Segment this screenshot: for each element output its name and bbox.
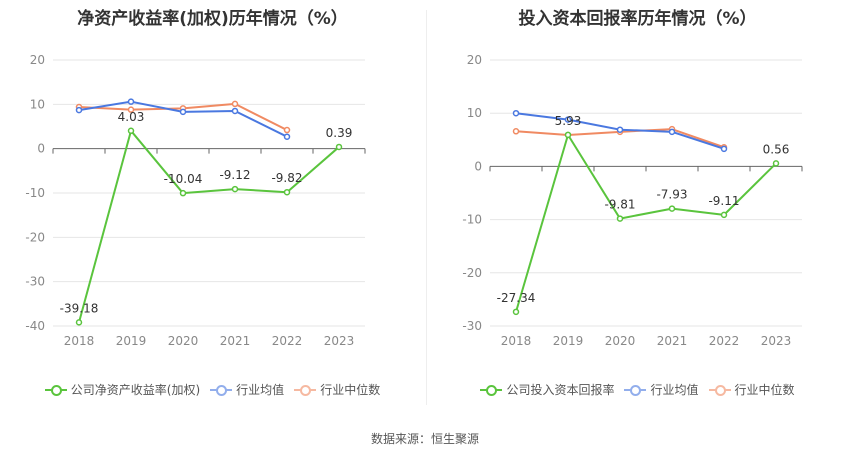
roic-x-tick-label: 2019	[553, 334, 584, 348]
roic-chart-legend: 公司投入资本回报率 行业均值 行业中位数	[425, 381, 850, 398]
roe-y-tick-label: 0	[37, 142, 45, 156]
roic-data-point[interactable]	[720, 145, 728, 153]
legend-label: 行业均值	[650, 383, 699, 397]
roe-x-tick-label: 2023	[324, 334, 355, 348]
roe-legend-item-1[interactable]: 行业均值	[210, 381, 284, 398]
roe-data-point[interactable]	[231, 107, 239, 115]
roic-data-point[interactable]	[564, 131, 572, 139]
roic-data-point[interactable]	[772, 160, 780, 167]
roe-legend-item-0[interactable]: 公司净资产收益率(加权)	[44, 381, 201, 398]
roe-x-tick-label: 2019	[116, 334, 147, 348]
roe-data-point[interactable]	[283, 126, 291, 134]
roic-data-label: -27.34	[497, 291, 536, 305]
roe-data-point[interactable]	[231, 185, 239, 193]
roe-data-label: -9.12	[219, 168, 250, 182]
roic-data-point[interactable]	[616, 126, 624, 133]
roic-x-tick-label: 2021	[657, 334, 688, 348]
roic-x-tick-label: 2020	[605, 334, 636, 348]
roe-data-point[interactable]	[231, 100, 239, 108]
roe-y-tick-label: -10	[25, 186, 45, 200]
roe-data-point[interactable]	[283, 133, 291, 140]
roic-y-tick-label: 20	[467, 53, 482, 67]
roic-data-point[interactable]	[668, 128, 676, 136]
roe-chart-panel: 净资产收益率(加权)历年情况（%） 20 10 0 -10 -20 -30 -40 2018 2…	[0, 0, 425, 420]
roic-data-label: -7.93	[656, 188, 687, 202]
roic-data-point[interactable]	[512, 128, 520, 135]
roe-data-point[interactable]	[127, 106, 135, 113]
roe-y-tick-label: -40	[25, 319, 45, 333]
roe-y-tick-label: -30	[25, 275, 45, 289]
legend-swatch-icon	[44, 383, 67, 397]
legend-label: 行业中位数	[734, 383, 795, 397]
roic-data-label: -9.11	[708, 194, 739, 208]
roe-data-label: 4.03	[118, 110, 145, 124]
roe-x-tick-label: 2021	[220, 334, 251, 348]
roic-data-label: -9.81	[604, 198, 635, 212]
roe-data-point[interactable]	[127, 127, 135, 135]
legend-swatch-icon	[708, 383, 731, 397]
roic-chart-panel: 投入资本回报率历年情况（%） 20 10 0 -10 -20 -30 2018 2019 202…	[425, 0, 850, 420]
roe-y-tick-label: 10	[30, 97, 45, 111]
roe-x-tick-label: 2020	[168, 334, 199, 348]
roe-x-tick-label: 2022	[272, 334, 303, 348]
legend-label: 行业中位数	[320, 383, 381, 397]
roic-chart: 20 10 0 -10 -20 -30 2018 2019 2020 2021 2022 2023 -2…	[462, 53, 803, 348]
legend-swatch-icon	[624, 383, 647, 397]
roe-data-point[interactable]	[127, 98, 135, 105]
roe-chart-title: 净资产收益率(加权)历年情况（%）	[77, 9, 348, 29]
legend-label: 公司投入资本回报率	[506, 383, 615, 397]
roe-y-tick-label: -20	[25, 230, 45, 244]
roe-data-label: -9.82	[271, 171, 302, 185]
legend-swatch-icon	[294, 383, 317, 397]
roic-chart-title: 投入资本回报率历年情况（%）	[518, 9, 757, 29]
roe-data-point[interactable]	[335, 143, 343, 151]
roic-legend-item-1[interactable]: 行业均值	[624, 381, 699, 398]
roic-x-tick-label: 2023	[761, 334, 792, 348]
legend-label: 行业均值	[236, 383, 285, 397]
roe-data-point[interactable]	[179, 189, 187, 197]
roic-series-line-0	[515, 133, 777, 313]
data-source: 数据来源：恒生聚源	[370, 432, 479, 446]
roe-data-point[interactable]	[75, 319, 83, 326]
roe-series-line-0	[78, 129, 340, 323]
roe-y-tick-label: 20	[30, 53, 45, 67]
roic-y-tick-label: -10	[462, 213, 482, 227]
roe-data-point[interactable]	[75, 106, 83, 114]
roic-data-label: 0.56	[763, 142, 790, 156]
roic-legend-item-0[interactable]: 公司投入资本回报率	[480, 381, 614, 398]
roe-data-point[interactable]	[283, 188, 291, 196]
roe-legend-item-2[interactable]: 行业中位数	[294, 381, 380, 398]
roe-chart: 20 10 0 -10 -20 -30 -40 2018 2019 2020 2021 2022 202…	[25, 53, 366, 348]
roic-y-tick-label: 10	[467, 106, 482, 120]
panel-divider	[426, 10, 427, 405]
roic-data-point[interactable]	[512, 308, 520, 316]
roe-data-label: 0.39	[326, 126, 353, 140]
roic-x-tick-label: 2022	[709, 334, 740, 348]
roic-data-point[interactable]	[720, 211, 728, 219]
roic-data-point[interactable]	[616, 215, 624, 222]
roic-data-point[interactable]	[564, 116, 572, 123]
roe-x-tick-label: 2018	[64, 334, 95, 348]
roic-y-tick-label: -30	[462, 319, 482, 333]
legend-label: 公司净资产收益率(加权)	[70, 383, 201, 397]
legend-swatch-icon	[480, 383, 503, 397]
roic-x-tick-label: 2018	[501, 334, 532, 348]
roe-data-label: -10.04	[164, 172, 203, 186]
roic-y-tick-label: -20	[462, 266, 482, 280]
roic-legend-item-2[interactable]: 行业中位数	[708, 381, 795, 398]
legend-swatch-icon	[210, 383, 233, 397]
roe-chart-legend: 公司净资产收益率(加权) 行业均值 行业中位数	[0, 381, 425, 398]
roe-data-point[interactable]	[179, 108, 187, 116]
roic-y-tick-label: 0	[474, 159, 482, 173]
roic-data-point[interactable]	[668, 205, 676, 212]
roe-data-label: -39.18	[60, 301, 99, 315]
roic-data-point[interactable]	[512, 109, 520, 117]
roic-data-label: 5.93	[555, 114, 582, 128]
